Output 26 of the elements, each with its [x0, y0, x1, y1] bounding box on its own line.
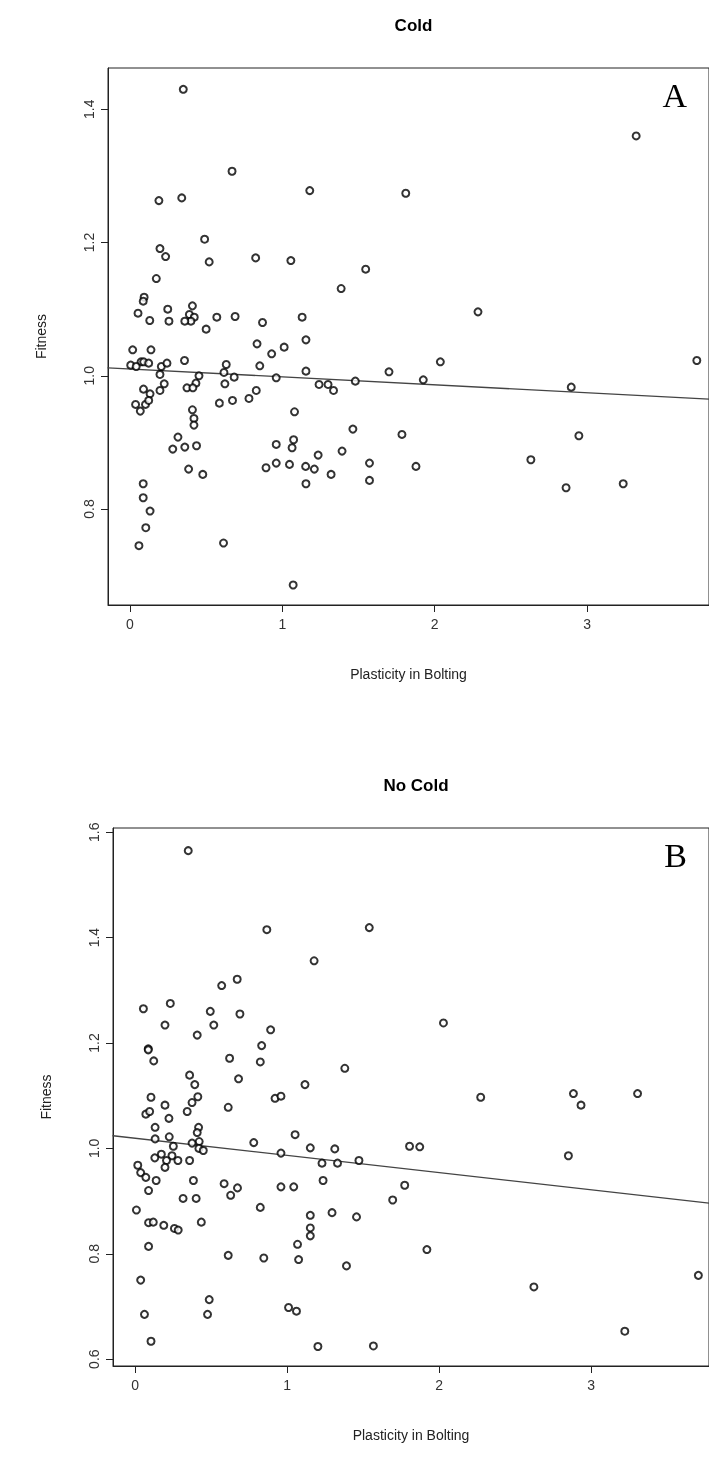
x-axis-title: Plasticity in Bolting — [350, 666, 467, 682]
x-tick-label: 3 — [587, 1377, 596, 1393]
x-tick-label: 0 — [131, 1377, 140, 1393]
y-tick-label: 1.2 — [86, 1033, 102, 1053]
x-tick-label: 1 — [278, 616, 287, 632]
y-tick-label: 0.6 — [86, 1349, 102, 1369]
annotation: B — [664, 836, 688, 874]
x-tick-label: 2 — [435, 1377, 444, 1393]
x-tick-label: 2 — [430, 616, 439, 632]
x-tick-label: 0 — [126, 616, 135, 632]
chart-title: No Cold — [383, 776, 449, 795]
y-tick-label: 1.2 — [81, 232, 97, 253]
y-tick-label: 1.0 — [86, 1138, 102, 1159]
y-axis-title: Fitness — [33, 313, 49, 360]
y-tick-label: 1.4 — [81, 99, 97, 120]
x-tick-label: 3 — [583, 616, 592, 632]
x-tick-label: 1 — [283, 1377, 292, 1393]
x-axis-title: Plasticity in Bolting — [352, 1427, 470, 1443]
y-tick-label: 1.0 — [81, 365, 97, 386]
y-axis-title: Fitness — [38, 1074, 54, 1120]
annotation: A — [662, 76, 688, 114]
y-tick-label: 0.8 — [81, 499, 97, 519]
chart-title: Cold — [394, 16, 433, 35]
y-tick-label: 1.4 — [86, 927, 102, 948]
y-tick-label: 0.8 — [86, 1243, 102, 1264]
y-tick-label: 1.6 — [86, 822, 102, 842]
